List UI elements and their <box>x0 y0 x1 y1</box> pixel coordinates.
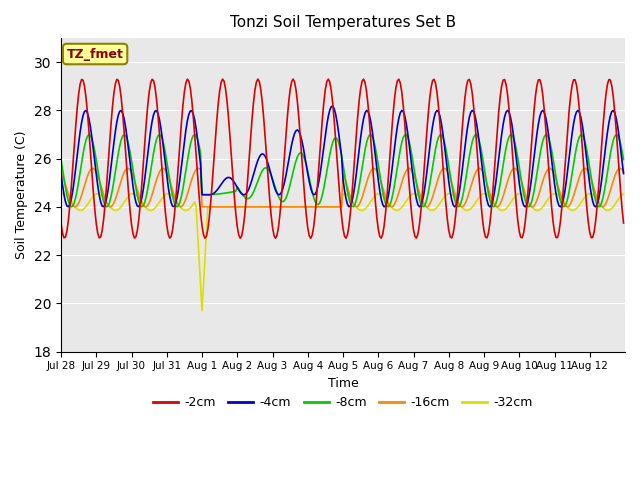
X-axis label: Time: Time <box>328 377 358 390</box>
Y-axis label: Soil Temperature (C): Soil Temperature (C) <box>15 131 28 259</box>
Title: Tonzi Soil Temperatures Set B: Tonzi Soil Temperatures Set B <box>230 15 456 30</box>
Text: TZ_fmet: TZ_fmet <box>67 48 124 60</box>
Legend: -2cm, -4cm, -8cm, -16cm, -32cm: -2cm, -4cm, -8cm, -16cm, -32cm <box>148 391 538 414</box>
